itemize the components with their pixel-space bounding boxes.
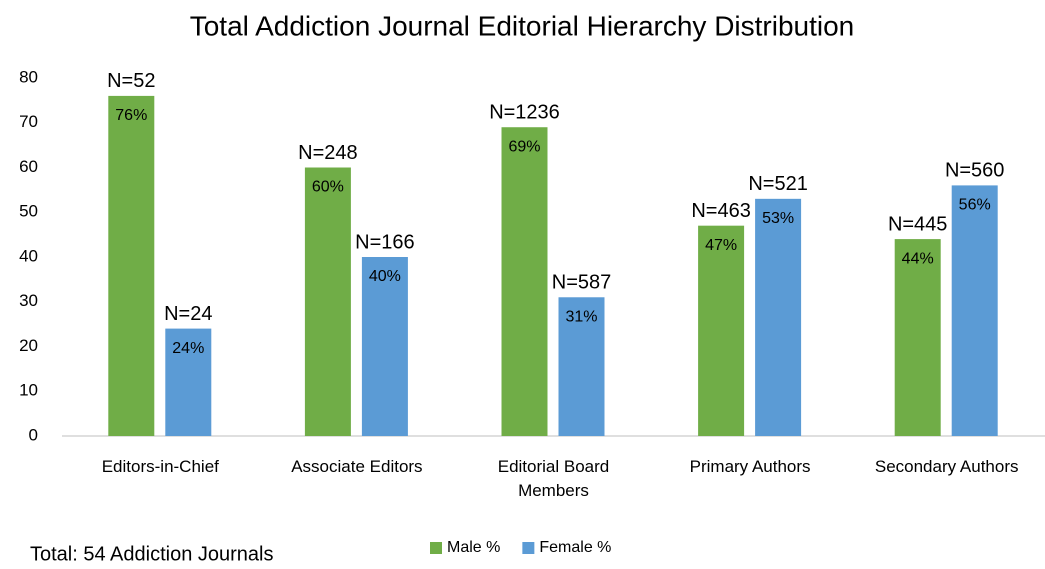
- bar: [951, 185, 998, 436]
- y-tick-label: 30: [19, 291, 38, 310]
- data-label: 40%: [369, 268, 401, 285]
- legend-swatch: [522, 542, 535, 554]
- n-label: N=52: [107, 70, 155, 92]
- x-tick-label: Editors-in-Chief: [101, 457, 219, 476]
- bar: [361, 257, 408, 436]
- legend-label: Male %: [447, 539, 500, 556]
- bar: [165, 328, 212, 436]
- data-label: 76%: [115, 107, 147, 124]
- data-label: 60%: [312, 179, 344, 196]
- data-label: 56%: [959, 197, 991, 214]
- x-tick-label: Associate Editors: [291, 457, 423, 476]
- n-label: N=248: [298, 142, 358, 164]
- bar: [894, 239, 941, 436]
- n-label: N=463: [691, 200, 751, 222]
- y-tick-label: 70: [19, 112, 38, 131]
- y-tick-label: 60: [19, 157, 38, 176]
- y-tick-label: 80: [19, 67, 38, 86]
- data-label: 47%: [705, 237, 737, 254]
- data-label: 69%: [508, 138, 540, 155]
- n-label: N=445: [888, 213, 948, 235]
- n-label: N=166: [355, 231, 415, 253]
- x-tick-label: Editorial Board Members: [497, 457, 610, 500]
- bar: [501, 127, 548, 436]
- y-tick-label: 10: [19, 381, 38, 400]
- bar: [304, 167, 351, 436]
- n-label: N=521: [748, 173, 808, 195]
- y-tick-label: 50: [19, 202, 38, 221]
- y-tick-label: 40: [19, 246, 38, 265]
- data-label: 53%: [762, 210, 794, 227]
- y-tick-label: 0: [29, 425, 38, 444]
- legend-swatch: [430, 542, 442, 554]
- n-label: N=24: [164, 303, 212, 325]
- bar: [755, 198, 802, 436]
- legend-label: Female %: [539, 539, 611, 556]
- bar: [108, 95, 155, 437]
- n-label: N=1236: [489, 102, 560, 124]
- y-tick-label: 20: [19, 336, 38, 355]
- n-label: N=587: [552, 272, 612, 294]
- data-label: 44%: [902, 250, 934, 267]
- data-label: 31%: [565, 308, 597, 325]
- n-label: N=560: [945, 160, 1005, 182]
- data-label: 24%: [172, 340, 204, 357]
- chart-title: Total Addiction Journal Editorial Hierar…: [190, 10, 855, 41]
- bar: [558, 297, 605, 436]
- x-tick-label: Secondary Authors: [874, 457, 1019, 476]
- footnote: Total: 54 Addiction Journals: [30, 543, 274, 565]
- bar: [698, 225, 745, 436]
- x-tick-label: Primary Authors: [689, 457, 811, 476]
